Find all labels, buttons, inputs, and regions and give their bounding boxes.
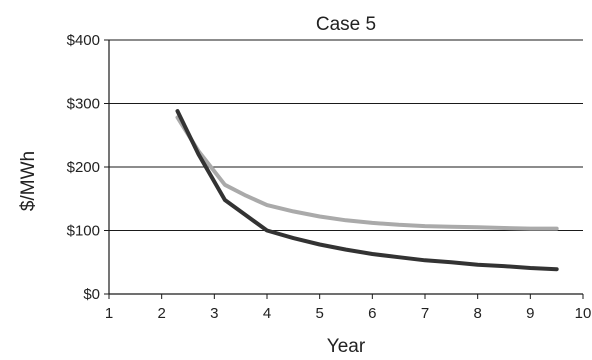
y-tick-label: $300: [67, 96, 100, 113]
y-axis-title: $/MWh: [18, 151, 39, 211]
x-tick-label: 9: [526, 305, 534, 322]
x-tick-label: 3: [210, 305, 218, 322]
gridlines: [109, 39, 583, 231]
series-lines: [175, 109, 559, 272]
x-tick-label: 2: [157, 305, 165, 322]
x-tick-label: 5: [315, 305, 323, 322]
x-tick-label: 8: [473, 305, 481, 322]
x-tick-label: 4: [263, 305, 271, 322]
x-tick-label: 10: [575, 305, 592, 322]
x-tick-label: 7: [421, 305, 429, 322]
series-line-1: [175, 115, 559, 231]
y-tick-label: $100: [67, 223, 100, 240]
y-tick-label: $0: [83, 286, 100, 303]
tick-labels: $0 $100 $200 $300 $400 1 2 3 4 5 6 7 8 9 10: [67, 32, 592, 322]
x-tick-label: 6: [368, 305, 376, 322]
chart-title: Case 5: [316, 14, 376, 35]
series-line-2: [175, 109, 559, 272]
axes: [104, 39, 584, 299]
x-axis-title: Year: [327, 336, 366, 357]
x-tick-label: 1: [105, 305, 113, 322]
y-tick-label: $200: [67, 159, 100, 176]
y-tick-label: $400: [67, 32, 100, 49]
